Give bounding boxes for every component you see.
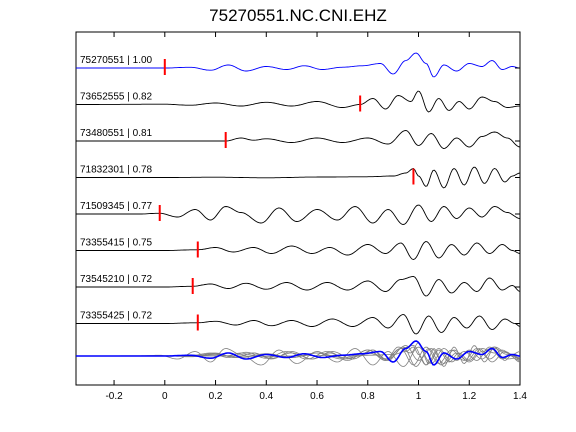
trace-label-0: 75270551 | 1.00 <box>80 55 153 66</box>
trace-label-2: 73480551 | 0.81 <box>80 128 153 139</box>
x-tick-label-3: 0.4 <box>259 391 273 402</box>
trace-label-3: 71832301 | 0.78 <box>80 165 153 176</box>
x-tick-label-7: 1.2 <box>462 391 476 402</box>
x-tick-label-1: 0 <box>162 391 168 402</box>
x-tick-label-2: 0.2 <box>209 391 223 402</box>
trace-label-5: 73355415 | 0.75 <box>80 238 153 249</box>
x-tick-label-5: 0.8 <box>361 391 375 402</box>
x-tick-label-8: 1.4 <box>513 391 527 402</box>
trace-label-4: 71509345 | 0.77 <box>80 201 153 212</box>
trace-2 <box>76 130 521 149</box>
plot-frame <box>75 31 521 386</box>
trace-0 <box>76 52 521 78</box>
trace-3 <box>76 166 521 189</box>
stack-reference-trace <box>76 340 521 366</box>
x-tick-label-0: -0.2 <box>105 391 123 402</box>
trace-1 <box>76 90 521 113</box>
trace-label-6: 73545210 | 0.72 <box>80 274 153 285</box>
x-tick-label-6: 1 <box>416 391 422 402</box>
trace-5 <box>76 241 521 260</box>
trace-label-1: 73652555 | 0.82 <box>80 92 153 103</box>
trace-label-7: 73355425 | 0.72 <box>80 311 153 322</box>
trace-4 <box>76 204 521 225</box>
trace-7 <box>76 314 521 335</box>
x-tick-label-4: 0.6 <box>310 391 324 402</box>
trace-6 <box>76 276 521 297</box>
chart-title: 75270551.NC.CNI.EHZ <box>209 6 387 25</box>
